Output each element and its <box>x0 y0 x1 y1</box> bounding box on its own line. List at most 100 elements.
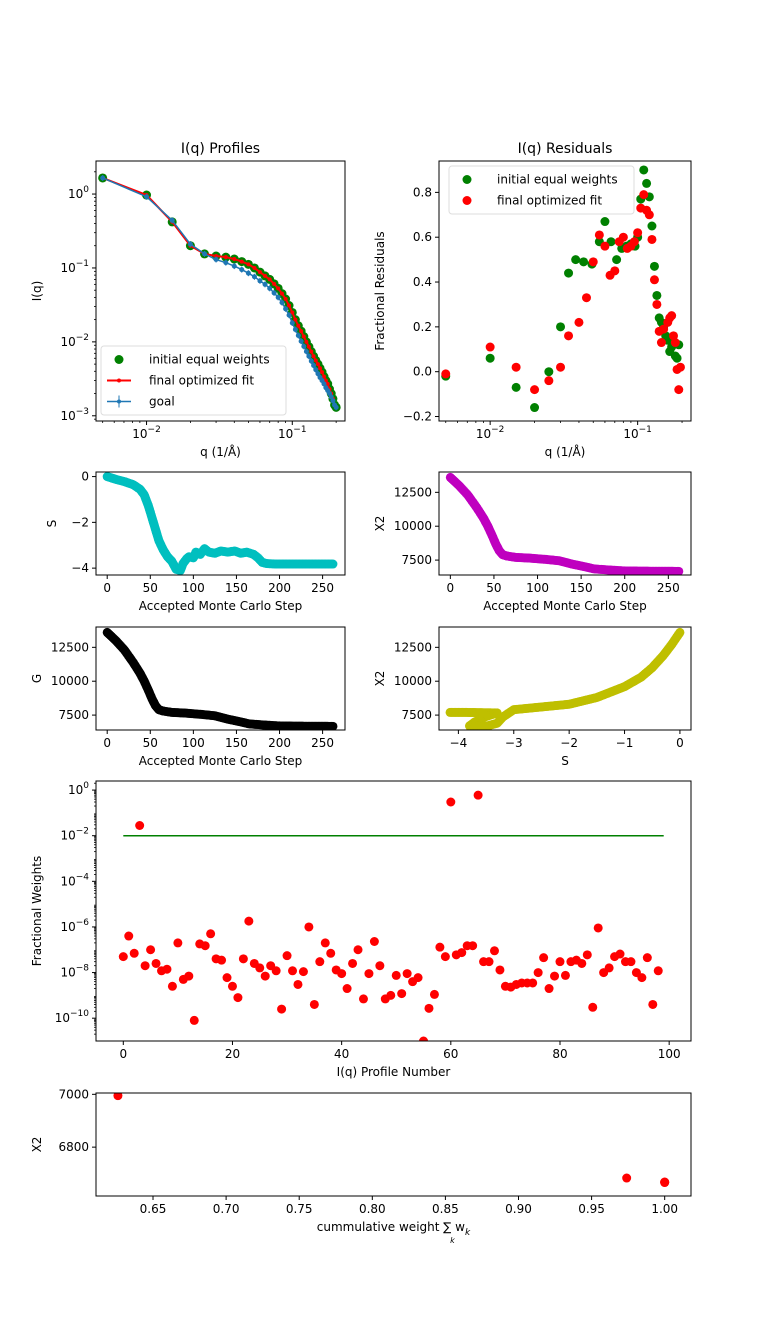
data-point <box>675 362 685 372</box>
legend-item: final optimized fit <box>462 194 602 208</box>
axes-frame <box>438 160 692 422</box>
data-point <box>231 263 237 269</box>
data-point <box>659 324 669 334</box>
data-point <box>309 999 319 1009</box>
data-point <box>283 306 289 312</box>
data-point <box>642 953 652 963</box>
data-point <box>200 941 210 951</box>
x-tick-label: −3 <box>505 736 523 750</box>
data-point <box>588 257 598 267</box>
x-tick-label: 40 <box>334 1047 349 1061</box>
data-point <box>402 969 412 979</box>
x-tick-label: 0.90 <box>505 1202 532 1216</box>
legend-label: initial equal weights <box>149 353 270 367</box>
y-tick-label: 7500 <box>401 708 432 722</box>
data-point <box>260 971 270 981</box>
x-axis-label: I(q) Profile Number <box>337 1065 451 1079</box>
data-point <box>544 376 554 386</box>
x-tick-label: 250 <box>657 581 680 595</box>
data-point <box>252 265 257 270</box>
data-point <box>560 970 570 980</box>
data-point <box>652 299 662 309</box>
data-point <box>151 958 161 968</box>
y-axis-label: X2 <box>30 1137 44 1153</box>
data-point <box>652 290 662 300</box>
y-tick-label: −0.2 <box>403 410 432 424</box>
data-point <box>618 232 628 242</box>
y-tick-label: 7500 <box>401 553 432 567</box>
data-point <box>564 268 574 278</box>
data-point <box>600 217 610 227</box>
data-point <box>419 1036 429 1041</box>
y-tick-label: 10000 <box>51 674 89 688</box>
data-point <box>295 332 301 338</box>
series-residuals-1 <box>441 190 685 395</box>
x-tick-label: 0 <box>119 1047 127 1061</box>
data-point <box>649 275 659 285</box>
data-point <box>544 367 554 377</box>
data-point <box>214 254 219 259</box>
y-tick-label: 12500 <box>394 640 432 654</box>
data-point <box>358 994 368 1004</box>
data-point <box>217 955 227 965</box>
data-point <box>304 339 309 344</box>
data-point <box>257 278 263 284</box>
y-tick-label: 10−10 <box>55 1009 90 1025</box>
data-point <box>511 362 521 372</box>
y-tick-label: 12500 <box>394 485 432 499</box>
panel-s-trace: 0 50 100 150 200 250 −4 −2 0 Accepted Monte Carlo… <box>45 470 346 613</box>
x-tick-label: 250 <box>311 581 334 595</box>
data-point <box>612 255 622 265</box>
data-point <box>556 322 566 332</box>
data-point <box>323 378 328 383</box>
data-point <box>391 970 401 980</box>
y-tick-label: 0.6 <box>413 230 432 244</box>
y-tick-label: 10−1 <box>60 259 89 275</box>
plot-area <box>102 627 338 730</box>
data-point <box>342 984 352 994</box>
data-point <box>674 566 684 575</box>
data-point <box>246 262 251 267</box>
data-point <box>232 257 237 262</box>
data-point <box>277 1004 287 1014</box>
data-point <box>604 963 614 973</box>
data-point <box>440 952 450 962</box>
data-point <box>267 277 272 282</box>
data-point <box>622 1173 632 1183</box>
data-point <box>639 165 649 175</box>
data-point <box>326 948 336 958</box>
x-tick-label: 0 <box>103 736 111 750</box>
legend-box <box>448 165 635 215</box>
x-tick-label: −4 <box>450 736 468 750</box>
data-point <box>528 978 538 988</box>
x-tick-label: 100 <box>526 581 549 595</box>
data-point <box>275 294 281 300</box>
data-point <box>489 946 499 956</box>
data-point <box>162 964 172 974</box>
legend-marker <box>462 175 472 184</box>
data-point <box>364 969 374 979</box>
data-point <box>581 293 591 303</box>
x-tick-label: 0.65 <box>140 1202 167 1216</box>
data-point <box>279 291 284 296</box>
x-axis-label: Accepted Monte Carlo Step <box>483 599 646 613</box>
x-axis-label: cummulative weight ∑ wk <box>317 1220 471 1238</box>
data-point <box>533 968 543 978</box>
data-point <box>267 285 273 291</box>
axes-frame <box>95 1092 692 1197</box>
data-point <box>656 338 666 348</box>
data-point <box>446 797 456 807</box>
x-axis-label-subscript: k <box>450 1236 455 1245</box>
data-point <box>556 362 566 372</box>
data-point <box>539 953 549 963</box>
data-point <box>574 317 584 327</box>
y-axis-label: S <box>45 520 59 528</box>
x-tick-label: 250 <box>311 736 334 750</box>
data-point <box>571 255 581 265</box>
data-point <box>257 270 262 275</box>
data-point <box>189 1015 199 1025</box>
data-point <box>457 948 467 958</box>
data-point <box>639 190 649 200</box>
data-point <box>213 257 219 263</box>
data-point <box>271 290 277 296</box>
